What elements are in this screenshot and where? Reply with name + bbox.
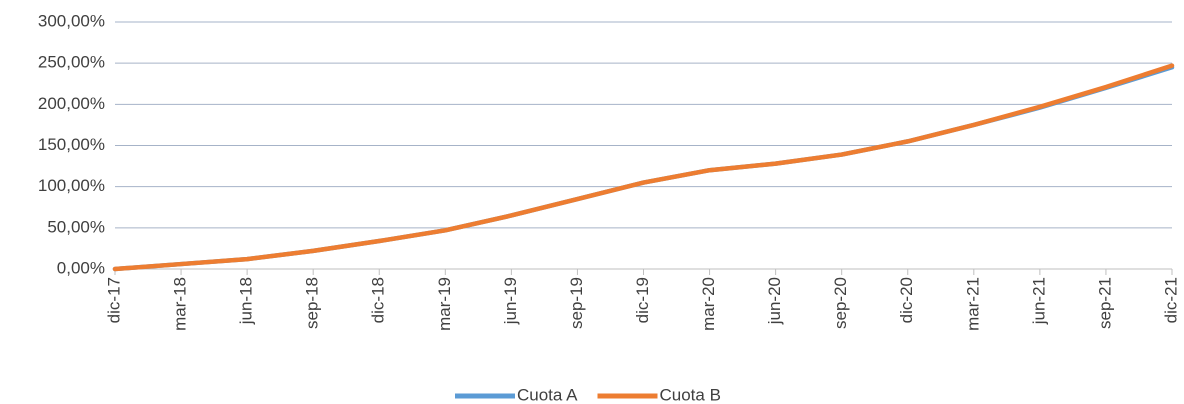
x-tick-label: jun-21 (1029, 277, 1048, 325)
x-tick-label: dic-20 (897, 277, 916, 323)
x-tick-label: mar-20 (699, 277, 718, 331)
y-tick-label: 150,00% (38, 135, 105, 154)
x-tick-label: dic-18 (369, 277, 388, 323)
y-tick-label: 100,00% (38, 176, 105, 195)
x-tick-label: jun-20 (765, 277, 784, 325)
x-tick-label: sep-20 (831, 277, 850, 329)
y-tick-label: 250,00% (38, 53, 105, 72)
y-tick-label: 0,00% (57, 258, 105, 277)
x-tick-label: mar-18 (171, 277, 190, 331)
line-series (112, 65, 1175, 272)
y-tick-label: 200,00% (38, 94, 105, 113)
x-tick-label: jun-18 (237, 277, 256, 325)
x-tick-label: dic-19 (633, 277, 652, 323)
x-tick-label: mar-19 (435, 277, 454, 331)
x-tick-label: sep-18 (303, 277, 322, 329)
legend-label: Cuota B (660, 385, 721, 404)
legend-label: Cuota A (517, 385, 578, 404)
y-tick-label: 50,00% (47, 217, 105, 236)
x-tick-label: sep-19 (567, 277, 586, 329)
x-tick-label: jun-19 (501, 277, 520, 325)
x-tick-label: mar-21 (963, 277, 982, 331)
x-tick-label: sep-21 (1095, 277, 1114, 329)
y-tick-label: 300,00% (38, 11, 105, 30)
x-tick-label: dic-17 (104, 277, 123, 323)
x-tick-label: dic-21 (1161, 277, 1180, 323)
line-series (112, 63, 1175, 272)
